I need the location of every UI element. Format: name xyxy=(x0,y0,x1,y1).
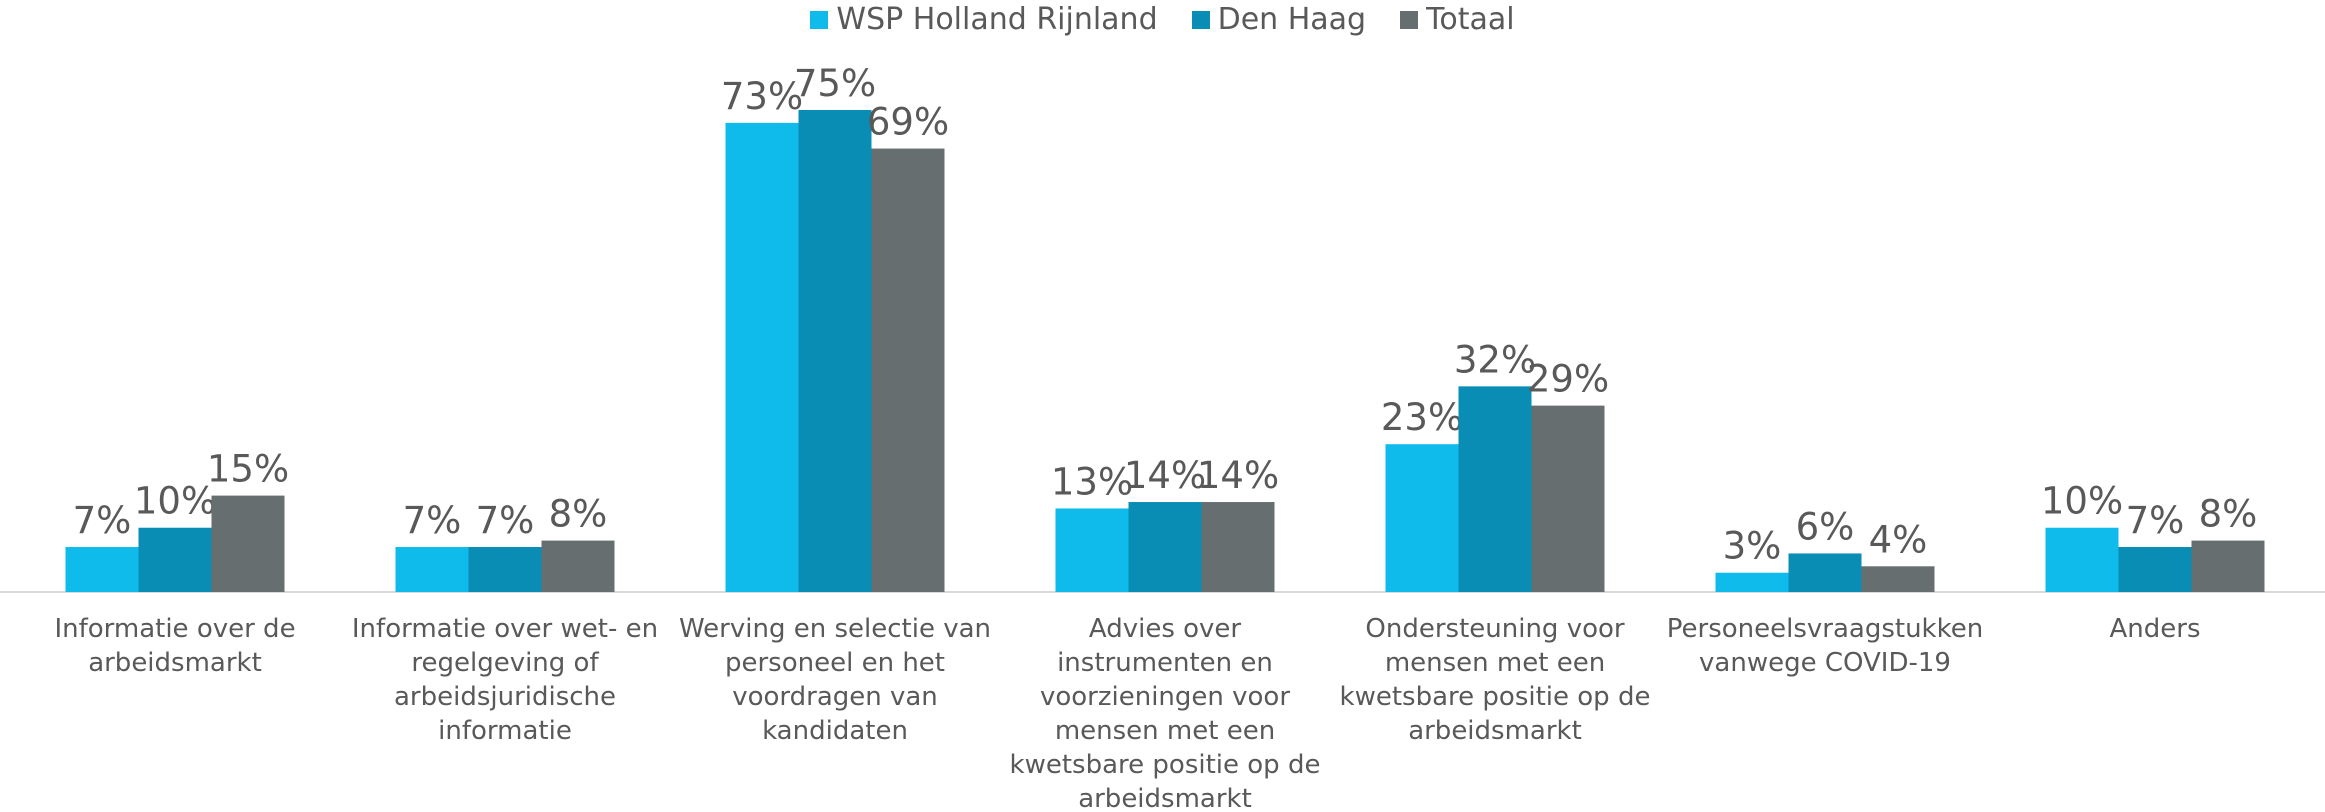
legend-label: WSP Holland Rijnland xyxy=(836,2,1158,37)
bar xyxy=(1458,386,1532,592)
bar xyxy=(2191,540,2265,592)
bar xyxy=(211,495,285,592)
data-label: 7% xyxy=(476,499,535,542)
bar xyxy=(1128,502,1202,592)
legend: WSP Holland Rijnland Den Haag Totaal xyxy=(0,2,2325,37)
legend-swatch xyxy=(1400,10,1419,29)
bar xyxy=(1055,508,1129,592)
bar xyxy=(798,110,872,592)
data-label: 10% xyxy=(134,480,216,523)
x-tick-label: Werving en selectie van personeel en het… xyxy=(679,614,991,746)
bar xyxy=(1385,444,1459,592)
data-label: 8% xyxy=(2199,493,2258,536)
data-label: 13% xyxy=(1051,460,1133,503)
bar xyxy=(1861,566,1935,592)
data-label: 15% xyxy=(207,448,289,491)
data-label: 8% xyxy=(549,493,608,536)
x-tick-label: Ondersteuning voor mensen met een kwetsb… xyxy=(1339,614,1651,746)
legend-item: Den Haag xyxy=(1191,2,1367,37)
bar xyxy=(725,122,799,592)
data-label: 69% xyxy=(867,101,949,144)
x-tick-label: Anders xyxy=(2109,614,2201,644)
legend-label: Den Haag xyxy=(1217,2,1367,37)
x-tick-label: Personeelsvraagstukken vanwege COVID-19 xyxy=(1666,614,1984,678)
data-label: 14% xyxy=(1124,454,1206,497)
data-label: 7% xyxy=(2126,499,2185,542)
x-tick-label: Informatie over de arbeidsmarkt xyxy=(54,614,296,678)
legend-label: Totaal xyxy=(1426,2,1515,37)
data-label: 7% xyxy=(73,499,132,542)
bar xyxy=(468,547,542,592)
bar xyxy=(1201,502,1275,592)
x-tick-label: Advies over instrumenten en voorzieninge… xyxy=(1009,614,1321,812)
data-label: 75% xyxy=(794,62,876,105)
bar xyxy=(2045,527,2119,592)
data-label: 7% xyxy=(403,499,462,542)
data-label: 4% xyxy=(1869,518,1928,561)
legend-item: WSP Holland Rijnland xyxy=(810,2,1158,37)
bar xyxy=(871,148,945,592)
data-label: 73% xyxy=(721,75,803,118)
data-label: 23% xyxy=(1381,396,1463,439)
bar xyxy=(1531,405,1605,592)
bar xyxy=(138,527,212,592)
data-label: 14% xyxy=(1197,454,1279,497)
bar xyxy=(1788,553,1862,592)
data-label: 3% xyxy=(1723,525,1782,568)
bar xyxy=(65,547,139,592)
legend-swatch xyxy=(810,10,829,29)
bar xyxy=(395,547,469,592)
bar xyxy=(541,540,615,592)
bar xyxy=(2118,547,2192,592)
data-label: 6% xyxy=(1796,505,1855,548)
legend-swatch xyxy=(1191,10,1210,29)
bar xyxy=(1715,572,1789,592)
legend-item: Totaal xyxy=(1400,2,1515,37)
data-label: 29% xyxy=(1527,358,1609,401)
data-label: 10% xyxy=(2041,480,2123,523)
data-label: 32% xyxy=(1454,338,1536,381)
x-tick-label: Informatie over wet- en regelgeving of a… xyxy=(351,614,659,746)
